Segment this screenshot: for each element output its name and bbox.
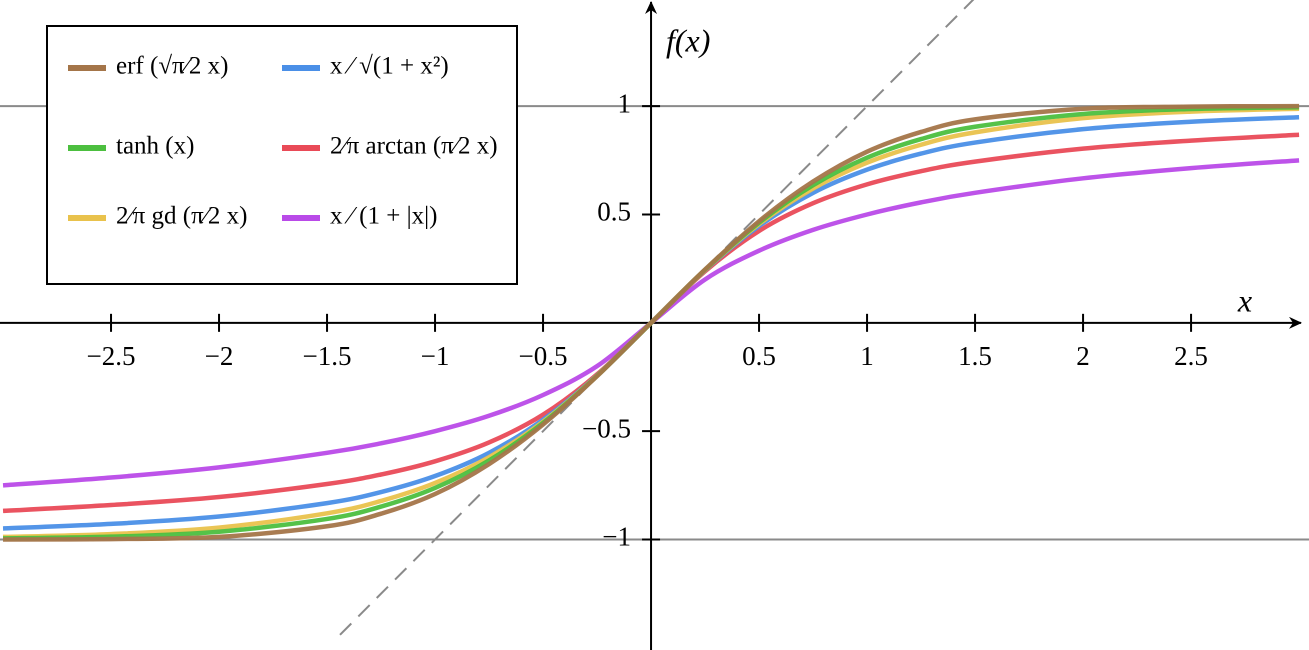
- legend-label: x ⁄ (1 + |x|): [330, 203, 437, 230]
- x-tick-label: −1: [421, 341, 450, 371]
- legend-label: 2⁄π gd (π⁄2 x): [116, 203, 248, 230]
- series-line: [3, 103, 1300, 542]
- x-tick-label: −2: [205, 341, 234, 371]
- x-tick-label: 2.5: [1174, 341, 1208, 371]
- y-axis-label: f(x): [666, 22, 710, 58]
- x-tick-label: 2: [1076, 341, 1090, 371]
- x-tick-label: −2.5: [87, 341, 136, 371]
- y-tick-label: 0.5: [597, 197, 631, 227]
- legend-label: 2⁄π arctan (π⁄2 x): [330, 133, 498, 160]
- legend: erf (√π⁄2 x) tanh (x) 2⁄π gd (π⁄2 x) x ⁄ √(…: [46, 25, 518, 285]
- legend-label: erf (√π⁄2 x): [116, 53, 228, 80]
- y-tick-label: −0.5: [582, 413, 631, 443]
- x-tick-label: 1: [860, 341, 874, 371]
- x-tick-label: 0.5: [742, 341, 776, 371]
- x-tick-label: −1.5: [303, 341, 352, 371]
- x-axis-label: x: [1237, 282, 1252, 318]
- legend-label: tanh (x): [116, 133, 194, 160]
- legend-label: x ⁄ √(1 + x²): [330, 53, 449, 80]
- x-tick-label: 1.5: [958, 341, 992, 371]
- y-tick-label: 1: [618, 88, 632, 118]
- y-tick-label: −1: [602, 522, 631, 552]
- x-tick-label: −0.5: [519, 341, 568, 371]
